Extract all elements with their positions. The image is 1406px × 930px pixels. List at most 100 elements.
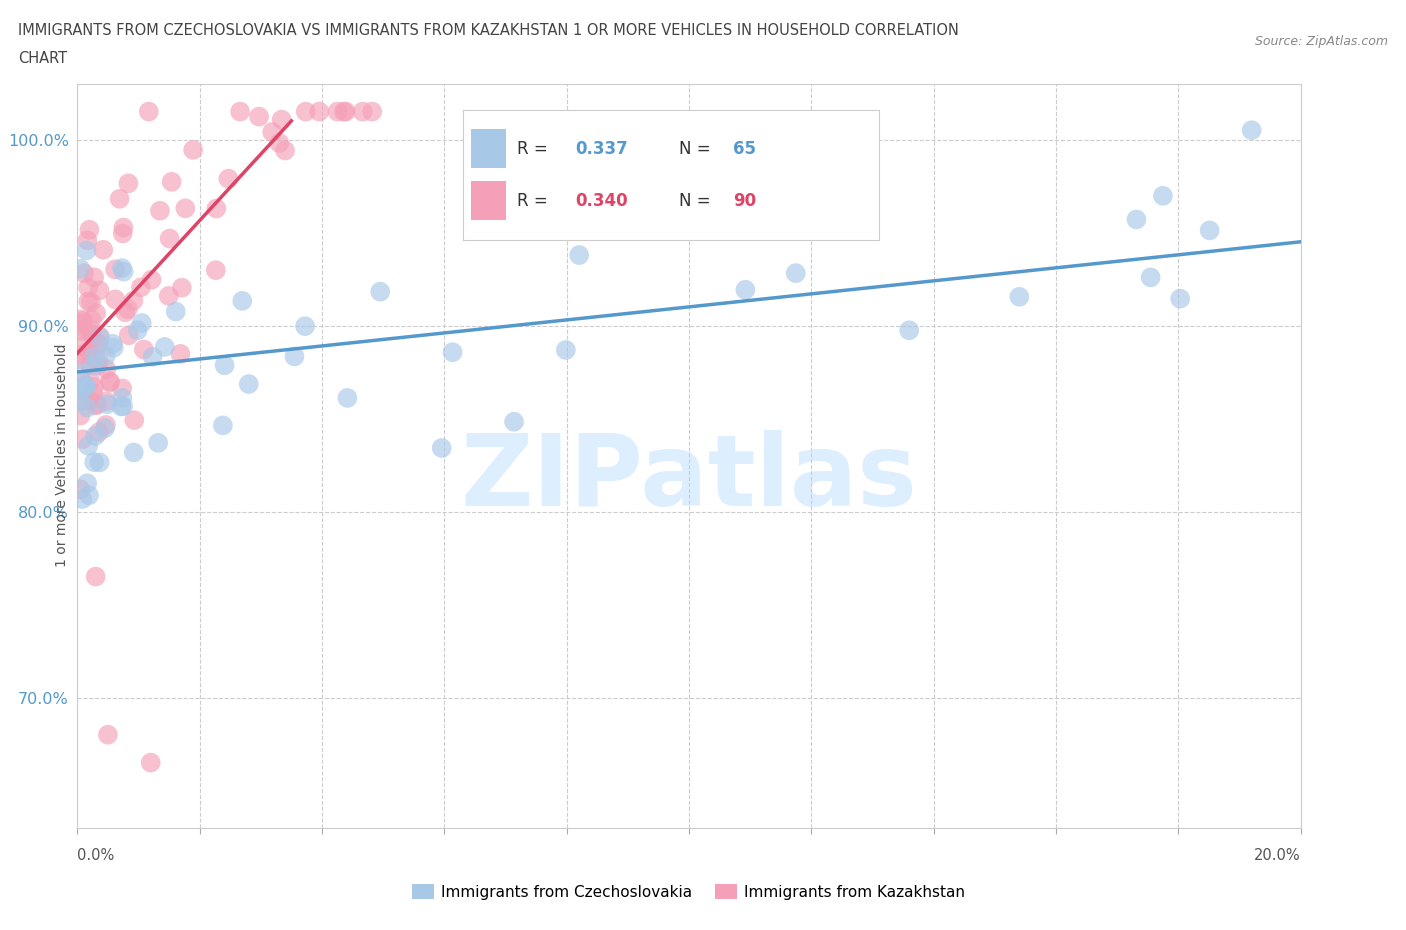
Point (165, 304, 187, 319)
Point (77, 392, 100, 407)
Text: Source: ZipAtlas.com: Source: ZipAtlas.com (1254, 35, 1388, 48)
Point (77, 488, 100, 503)
Point (82, 386, 104, 401)
Point (75, 379, 97, 393)
Point (112, 220, 135, 235)
Point (153, 339, 176, 354)
Point (283, 349, 305, 364)
Point (80, 326, 103, 341)
Point (352, 104, 374, 119)
Point (69, 393, 91, 408)
Point (69, 312, 91, 326)
Legend: Immigrants from Czechoslovakia, Immigrants from Kazakhstan: Immigrants from Czechoslovakia, Immigran… (406, 877, 972, 906)
Point (84, 398, 107, 413)
Point (70, 324, 93, 339)
Point (758, 222, 780, 237)
Point (785, 266, 807, 281)
Point (94, 418, 117, 432)
Point (229, 104, 252, 119)
Point (139, 755, 162, 770)
Point (86, 397, 108, 412)
Point (231, 294, 253, 309)
Point (159, 232, 181, 246)
Point (122, 413, 145, 428)
Point (69, 352, 91, 366)
Point (1198, 223, 1220, 238)
Point (79, 222, 101, 237)
Point (76, 232, 98, 247)
Point (89, 329, 111, 344)
Point (1168, 291, 1191, 306)
Point (84, 429, 107, 444)
Point (77, 344, 100, 359)
Point (104, 262, 127, 277)
Point (89, 455, 111, 470)
Point (101, 337, 124, 352)
Point (69, 408, 91, 423)
Point (96, 362, 118, 377)
Point (205, 262, 228, 277)
Point (111, 226, 134, 241)
Point (80, 295, 103, 310)
Point (73, 266, 96, 281)
Point (111, 381, 134, 396)
Point (87, 337, 110, 352)
Point (108, 192, 131, 206)
Text: ZIPatlas: ZIPatlas (461, 430, 917, 526)
Point (141, 272, 163, 287)
Point (76, 476, 98, 491)
Point (83, 379, 105, 394)
Point (72, 339, 94, 354)
Text: 0.0%: 0.0% (77, 848, 114, 863)
Point (294, 104, 316, 119)
Point (76, 400, 98, 415)
Point (104, 292, 127, 307)
Point (84, 569, 107, 584)
Point (98, 374, 121, 389)
Point (75, 379, 97, 393)
Point (157, 288, 180, 303)
Point (238, 377, 260, 392)
Point (76, 243, 98, 258)
Point (117, 176, 139, 191)
Point (269, 136, 291, 151)
Point (335, 104, 357, 119)
Point (270, 113, 292, 127)
Point (69, 261, 91, 276)
Point (96, 397, 118, 412)
Point (77, 280, 100, 295)
Point (114, 305, 136, 320)
Point (103, 340, 125, 355)
Point (83, 358, 105, 373)
Point (361, 104, 384, 119)
Text: 20.0%: 20.0% (1254, 848, 1301, 863)
Point (86, 337, 108, 352)
Point (138, 104, 160, 119)
Point (69, 394, 91, 409)
Text: CHART: CHART (18, 51, 67, 66)
Point (72, 375, 94, 390)
Point (1152, 189, 1174, 204)
Point (84, 306, 107, 321)
Point (211, 418, 233, 432)
Point (87, 352, 110, 366)
Point (69, 482, 91, 497)
Point (77, 438, 100, 453)
Point (73, 384, 96, 399)
Point (91, 243, 114, 258)
Point (80, 312, 103, 327)
Point (149, 204, 172, 219)
Point (129, 280, 152, 295)
Point (568, 247, 591, 262)
Y-axis label: 1 or more Vehicles in Household: 1 or more Vehicles in Household (55, 344, 69, 567)
Point (898, 323, 921, 338)
Point (83, 455, 105, 470)
Point (262, 125, 284, 140)
Point (118, 328, 141, 343)
Point (122, 445, 145, 460)
Point (94, 420, 117, 435)
Point (87, 425, 110, 440)
Point (111, 260, 134, 275)
Point (72, 321, 94, 336)
Point (441, 345, 464, 360)
